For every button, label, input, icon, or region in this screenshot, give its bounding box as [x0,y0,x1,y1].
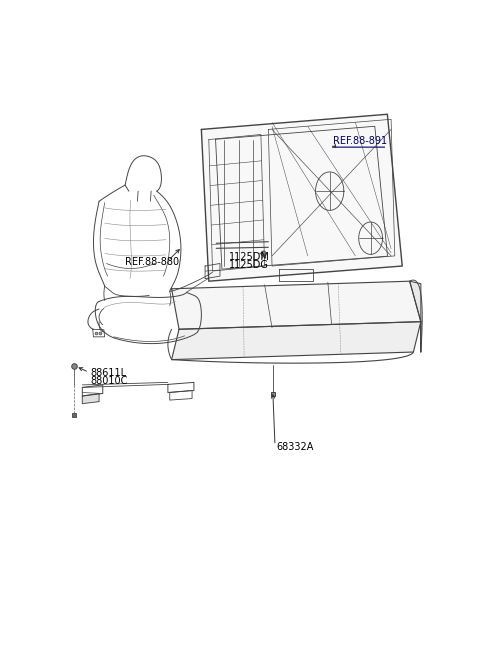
Polygon shape [202,114,402,281]
Polygon shape [172,322,421,359]
Text: REF.88-880: REF.88-880 [125,257,179,267]
Polygon shape [410,281,421,352]
Polygon shape [83,394,99,403]
Text: REF.88-891: REF.88-891 [333,135,387,146]
Text: 68332A: 68332A [276,442,314,452]
Text: 1125DM: 1125DM [229,252,270,262]
Text: 1125DG: 1125DG [229,260,269,270]
Text: 88611L: 88611L [91,369,127,378]
Text: 88010C: 88010C [91,376,128,386]
Polygon shape [172,281,421,329]
